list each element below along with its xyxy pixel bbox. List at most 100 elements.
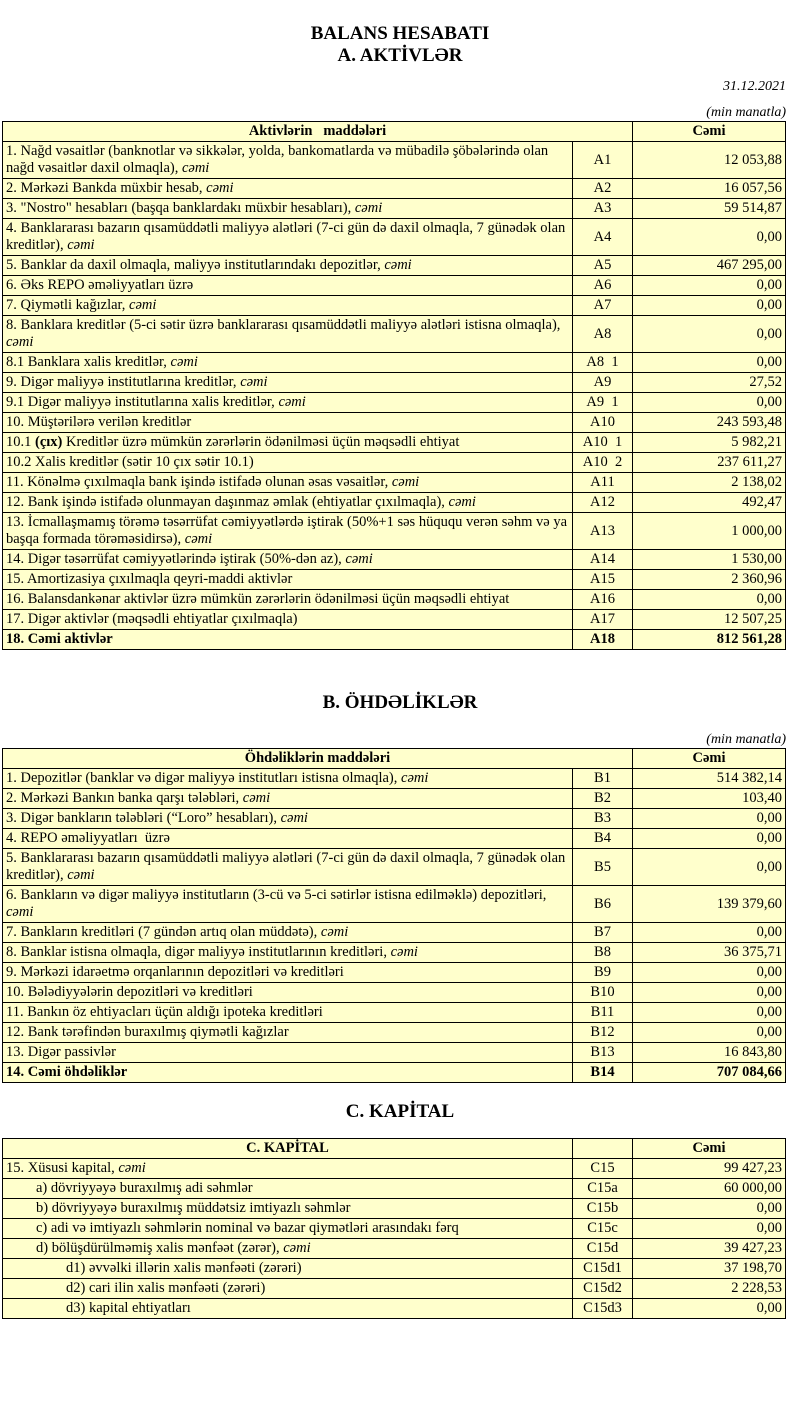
table-row: 18. Cəmi aktivlər A18 812 561,28 — [2, 629, 786, 650]
row-label: d2) cari ilin xalis mənfəəti (zərəri) — [2, 1278, 573, 1299]
row-label: 7. Qiymətli kağızlar, cəmi — [2, 295, 573, 316]
table-row: 12. Bank tərəfindən buraxılmış qiymətli … — [2, 1022, 786, 1043]
row-label: 1. Depozitlər (banklar və digər maliyyə … — [2, 768, 573, 789]
table-row: 2. Mərkəzi Bankda müxbir hesab, cəmi A2 16… — [2, 178, 786, 199]
row-label-text: cəmi — [6, 334, 34, 350]
row-label-text: 9. Digər maliyyə institutlarına kreditlə… — [6, 374, 241, 390]
row-label: 2. Mərkəzi Bankda müxbir hesab, cəmi — [2, 178, 573, 199]
table-row: 11. Könəlmə çıxılmaqla bank işində istif… — [2, 472, 786, 493]
row-code: A8 — [572, 315, 633, 353]
row-label: 14. Cəmi öhdəliklər — [2, 1062, 573, 1083]
row-code: A5 — [572, 255, 633, 276]
row-value: 0,00 — [632, 828, 786, 849]
row-label-text: 3. Digər bankların tələbləri (“Loro” hes… — [6, 810, 281, 826]
row-code: A2 — [572, 178, 633, 199]
row-value: 5 982,21 — [632, 432, 786, 453]
table-row: d2) cari ilin xalis mənfəəti (zərəri) C15… — [2, 1278, 786, 1299]
report-title: BALANS HESABATI — [310, 23, 490, 44]
row-label-text: 6. Bankların və digər maliyyə institutla… — [6, 887, 550, 903]
row-code: A9 — [572, 372, 633, 393]
row-label-text: 10.1 — [6, 434, 35, 450]
row-label: 14. Digər təsərrüfat cəmiyyətlərində işt… — [2, 549, 573, 570]
row-label: 3. "Nostro" hesabları (başqa banklardakı… — [2, 198, 573, 219]
row-label: 10. Bələdiyyələrin depozitləri və kredit… — [2, 982, 573, 1003]
row-code: A1 — [572, 141, 633, 179]
row-label-text: cəmi — [384, 257, 412, 273]
table-row: 9. Digər maliyyə institutlarına kreditlə… — [2, 372, 786, 393]
row-code: A10 2 — [572, 452, 633, 473]
row-label: 7. Bankların kreditləri (7 gündən artıq … — [2, 922, 573, 943]
row-value: 0,00 — [632, 275, 786, 296]
row-value: 0,00 — [632, 352, 786, 373]
row-label-text: cəmi — [67, 237, 95, 253]
row-code: A13 — [572, 512, 633, 550]
row-code: C15c — [572, 1218, 633, 1239]
row-label: 4. REPO əməliyyatları üzrə — [2, 828, 573, 849]
row-label: 13. İcmallaşmamış törəmə təsərrüfat cəmi… — [2, 512, 573, 550]
table-row: 9. Mərkəzi idarəetmə orqanlarının depozi… — [2, 962, 786, 983]
row-value: 0,00 — [632, 1298, 786, 1319]
row-value: 36 375,71 — [632, 942, 786, 963]
section-b-title: B. ÖHDƏLİKLƏR — [322, 692, 478, 713]
row-value: 707 084,66 — [632, 1062, 786, 1083]
table-row: 10. Müştərilərə verilən kreditlər A10 243 … — [2, 412, 786, 433]
table-row: 3. Digər bankların tələbləri (“Loro” hes… — [2, 808, 786, 829]
row-label: d) bölüşdürülməmiş xalis mənfəət (zərər)… — [2, 1238, 573, 1259]
col-item-header: Öhdəliklərin maddələri — [2, 748, 633, 769]
row-label-text: 12. Bank işində istifadə olunmayan daşın… — [6, 494, 449, 510]
table-row: 1. Depozitlər (banklar və digər maliyyə … — [2, 768, 786, 789]
row-label-text: 5. Banklararası bazarın qısamüddətli mal… — [6, 850, 569, 883]
row-label-text: 8.1 Banklara xalis kreditlər, — [6, 354, 171, 370]
row-label-text: 11. Bankın öz ehtiyacları üçün aldığı ip… — [6, 1004, 323, 1020]
row-label-text: 2. Mərkəzi Bankda müxbir hesab, — [6, 180, 207, 196]
row-value: 0,00 — [632, 1022, 786, 1043]
row-value: 0,00 — [632, 589, 786, 610]
row-label: d1) əvvəlki illərin xalis mənfəəti (zərə… — [2, 1258, 573, 1279]
row-value: 0,00 — [632, 295, 786, 316]
row-value: 0,00 — [632, 1198, 786, 1219]
row-code: B11 — [572, 1002, 633, 1023]
row-value: 2 138,02 — [632, 472, 786, 493]
row-value: 12 507,25 — [632, 609, 786, 630]
row-value: 0,00 — [632, 218, 786, 256]
row-label-text: 13. İcmallaşmamış törəmə təsərrüfat cəmi… — [6, 514, 571, 547]
table-row: 8. Banklara kreditlər (5-ci sətir üzrə b… — [2, 315, 786, 353]
table-row: 15. Xüsusi kapital, cəmi C15 99 427,23 — [2, 1158, 786, 1179]
row-code: A10 — [572, 412, 633, 433]
table-row: 4. REPO əməliyyatları üzrə B4 0,00 — [2, 828, 786, 849]
row-code: A7 — [572, 295, 633, 316]
row-code: A8 1 — [572, 352, 633, 373]
row-label-text: cəmi — [184, 531, 213, 547]
col-code-header — [572, 1138, 633, 1159]
row-label-text: cəmi — [401, 770, 429, 786]
row-code: B2 — [572, 788, 633, 809]
row-label-text: c) adi və imtiyazlı səhmlərin nominal və… — [36, 1220, 459, 1236]
row-code: C15d2 — [572, 1278, 633, 1299]
table-row: d3) kapital ehtiyatları C15d3 0,00 — [2, 1298, 786, 1319]
row-code: B8 — [572, 942, 633, 963]
row-code: B4 — [572, 828, 633, 849]
table-row: 6. Bankların və digər maliyyə institutla… — [2, 885, 786, 923]
unit-note: (min manatla) — [706, 732, 786, 747]
row-value: 0,00 — [632, 962, 786, 983]
row-label: 6. Əks REPO əməliyyatları üzrə — [2, 275, 573, 296]
row-code: B5 — [572, 848, 633, 886]
row-label-text: 18. Cəmi aktivlər — [6, 631, 113, 647]
col-item-header: Aktivlərin maddələri — [2, 121, 633, 142]
row-label-text: 16. Balansdankənar aktivlər üzrə mümkün … — [6, 591, 510, 607]
table-row: 12. Bank işində istifadə olunmayan daşın… — [2, 492, 786, 513]
table-row: 10.2 Xalis kreditlər (sətir 10 çıx sətir… — [2, 452, 786, 473]
table-row: d) bölüşdürülməmiş xalis mənfəət (zərər)… — [2, 1238, 786, 1259]
row-label: 12. Bank tərəfindən buraxılmış qiymətli … — [2, 1022, 573, 1043]
row-value: 12 053,88 — [632, 141, 786, 179]
table-row: 7. Bankların kreditləri (7 gündən artıq … — [2, 922, 786, 943]
row-value: 139 379,60 — [632, 885, 786, 923]
table-row: 5. Banklar da daxil olmaqla, maliyyə ins… — [2, 255, 786, 276]
report-header: BALANS HESABATI A. AKTİVLƏR 31.12.2021 (… — [0, 0, 800, 121]
row-value: 0,00 — [632, 1218, 786, 1239]
row-code: A15 — [572, 569, 633, 590]
capital-table: C. KAPİTAL Cəmi 15. Xüsusi kapital, cəmi… — [2, 1138, 786, 1319]
row-code: B12 — [572, 1022, 633, 1043]
row-label-text: 14. Cəmi öhdəliklər — [6, 1064, 128, 1080]
row-label: 13. Digər passivlər — [2, 1042, 573, 1063]
